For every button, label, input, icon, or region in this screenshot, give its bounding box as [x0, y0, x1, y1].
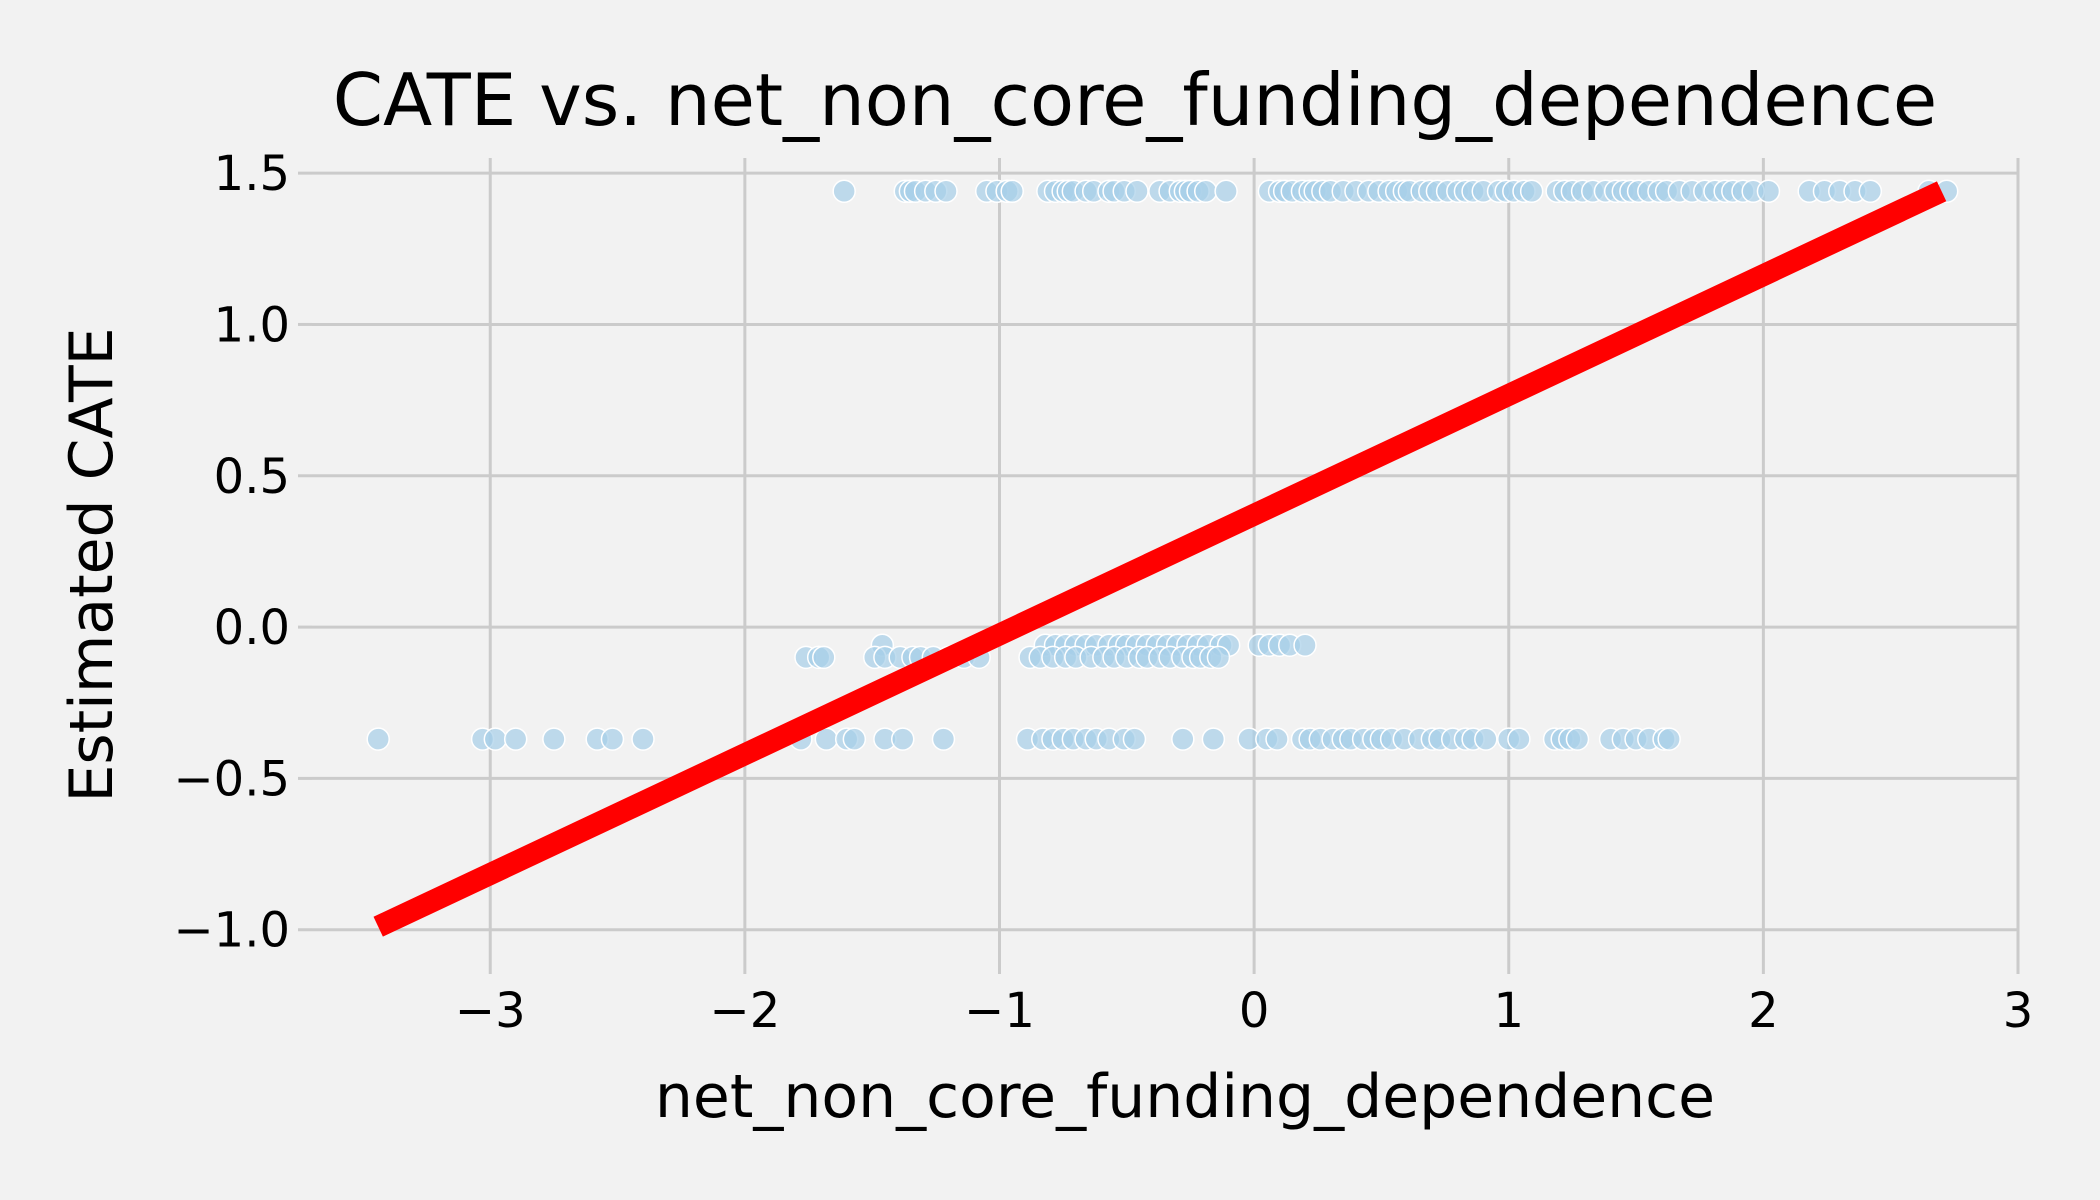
y-tick-label: 0.0 [214, 600, 290, 656]
scatter-point [600, 727, 625, 751]
y-tick-label: −0.5 [173, 751, 290, 807]
x-tick-label: 0 [1239, 983, 1270, 1039]
scatter-point [1125, 179, 1149, 204]
chart-title: CATE vs. net_non_core_funding_dependence [333, 58, 1937, 142]
x-tick-label: 2 [1748, 983, 1779, 1039]
scatter-point [1206, 645, 1231, 670]
x-axis-label: net_non_core_funding_dependence [655, 1062, 1715, 1132]
scatter-point [1214, 179, 1238, 204]
scatter-point [1565, 727, 1590, 751]
scatter-point [631, 727, 655, 751]
scatter-point [1519, 179, 1544, 204]
scatter-point [934, 179, 958, 204]
scatter-point [812, 645, 836, 670]
scatter-point [1507, 727, 1531, 751]
scatter-point [483, 727, 508, 751]
x-tick-label: −3 [455, 983, 526, 1039]
scatter-point [542, 727, 566, 751]
scatter-points [366, 179, 1959, 751]
x-tick-label: 3 [2003, 983, 2034, 1039]
scatter-point [1657, 727, 1681, 751]
scatter-point [832, 179, 856, 204]
x-tick-label: −2 [709, 983, 780, 1039]
scatter-point [842, 727, 867, 751]
y-tick-label: 1.0 [214, 297, 290, 353]
scatter-point [1293, 633, 1317, 658]
fit-line-layer [373, 181, 1947, 937]
scatter-point [1000, 179, 1024, 204]
scatter-point [503, 727, 528, 751]
y-tick-label: −1.0 [173, 903, 290, 959]
scatter-point [1193, 179, 1218, 204]
x-tick-label: 1 [1493, 983, 1524, 1039]
fit-line [373, 181, 1947, 937]
grid [298, 158, 2020, 974]
y-tick-label: 1.5 [214, 146, 290, 202]
scatter-point [890, 727, 915, 751]
tick-labels: −3 −2 −1 0 1 2 3 −1.0 −0.5 0.0 0.5 1.0 1.5 [173, 146, 2033, 1039]
scatter-point [1171, 727, 1195, 751]
x-tick-label: −1 [964, 983, 1035, 1039]
scatter-point [931, 727, 956, 751]
scatter-point [1474, 727, 1498, 751]
y-axis-label: Estimated CATE [57, 327, 127, 802]
y-tick-label: 0.5 [214, 449, 290, 505]
scatter-point [1265, 727, 1289, 751]
scatter-point [366, 727, 390, 751]
scatter-point [1201, 727, 1226, 751]
scatter-point [1756, 179, 1781, 204]
scatter-point [1858, 179, 1883, 204]
scatter-point [1122, 727, 1147, 751]
